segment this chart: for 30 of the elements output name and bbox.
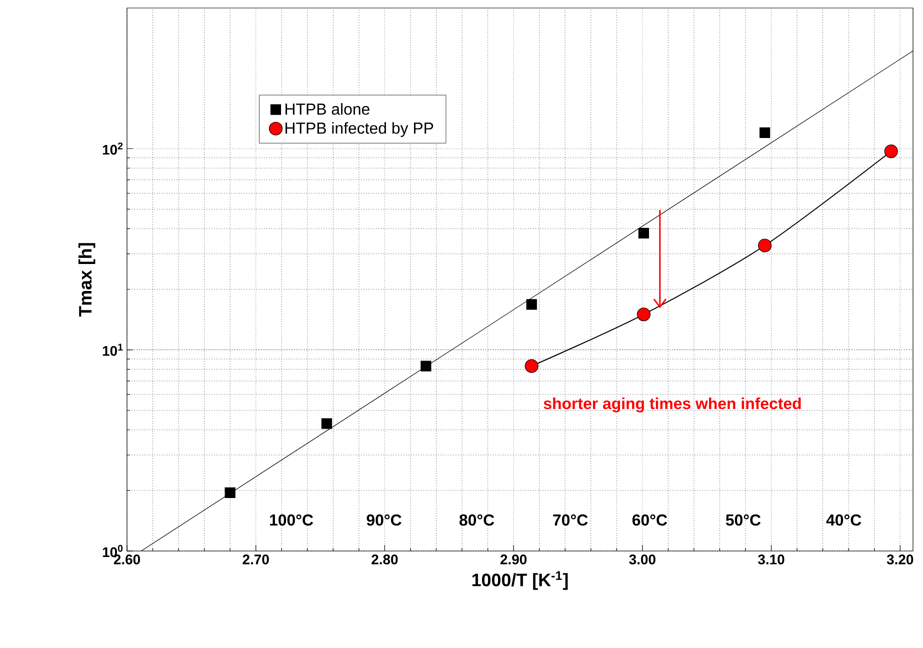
x-tick-label: 3.20 — [886, 554, 914, 564]
x-axis-title: 1000/T [K$^{-1}$] — [472, 571, 568, 590]
annotation: 100°C — [270, 514, 314, 526]
x-tick-label: 3.10 — [758, 554, 784, 564]
point — [321, 418, 332, 429]
annotation: 90°C — [366, 514, 402, 526]
annotation: shorter aging times when infected — [544, 397, 801, 412]
y-tick-label: 10$^{1}$ — [102, 344, 123, 356]
legend-label: HTPB infected by PP — [286, 122, 434, 137]
annotation: 80°C — [459, 514, 494, 526]
annotation: 60°C — [632, 514, 668, 526]
y-axis-title: Tmax [h] — [78, 243, 96, 317]
point — [884, 144, 898, 158]
point — [526, 299, 537, 310]
point — [420, 360, 432, 372]
annotation: 40°C — [826, 514, 862, 526]
x-tick-label: 2.70 — [242, 554, 269, 564]
point — [636, 308, 651, 322]
x-tick-label: 2.80 — [372, 554, 398, 564]
y-tick-label: 10$^{2}$ — [102, 142, 123, 155]
legend-label: HTPB alone — [286, 103, 370, 115]
point — [760, 127, 770, 138]
point — [524, 359, 538, 373]
annotation: 50°C — [726, 514, 761, 526]
point — [638, 228, 650, 238]
x-tick-label: 2.90 — [500, 554, 527, 564]
x-tick-label: 3.00 — [629, 554, 656, 564]
point — [224, 487, 236, 498]
point — [758, 238, 772, 252]
annotation: 70°C — [553, 514, 588, 526]
